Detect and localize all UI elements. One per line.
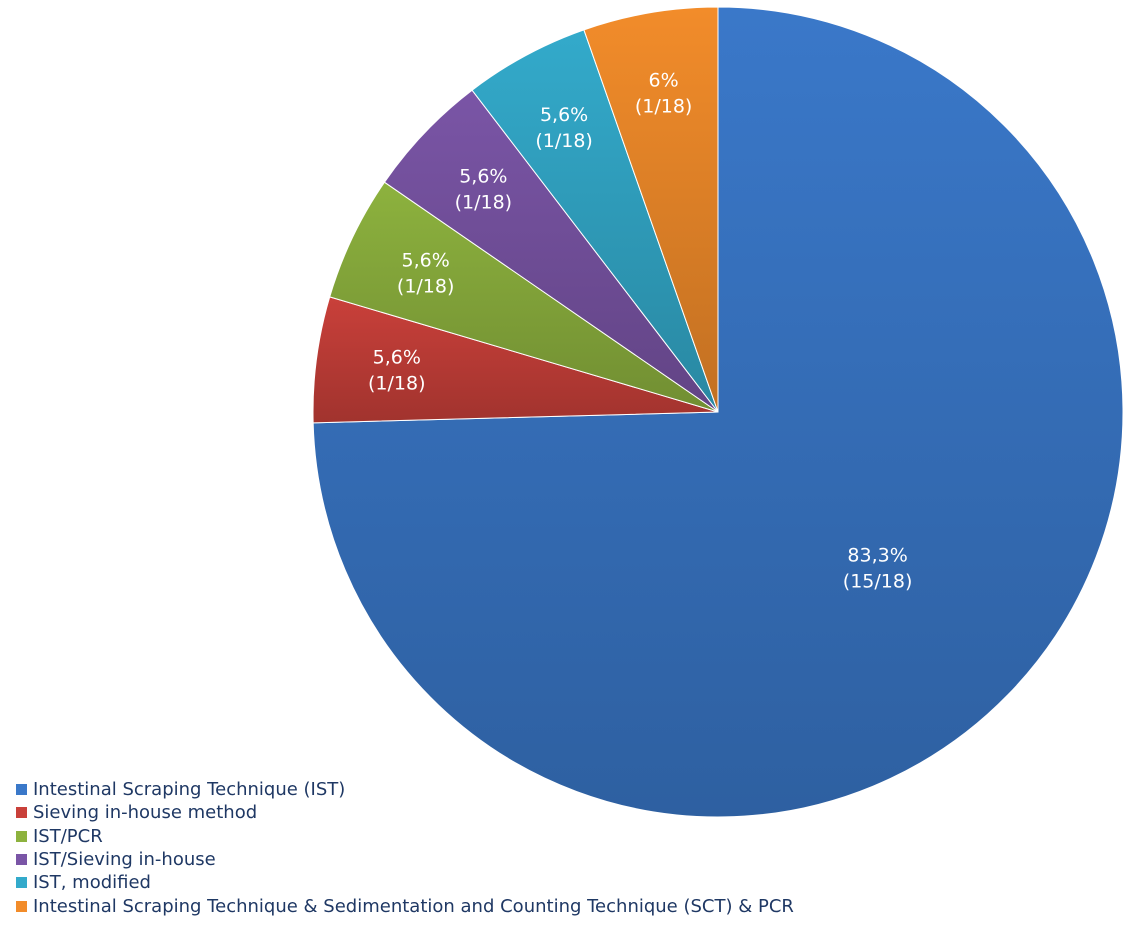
legend-item: IST/Sieving in-house <box>16 848 794 871</box>
slice-label-ist-pcr: 5,6% (1/18) <box>397 249 455 297</box>
slice-label-ist-sieving-in-house: 5,6% (1/18) <box>455 166 513 214</box>
legend-label: IST, modified <box>33 872 151 894</box>
legend-swatch <box>16 877 27 889</box>
legend-label: Intestinal Scraping Technique & Sediment… <box>33 895 794 917</box>
slice-label-ist-modified: 5,6% (1/18) <box>535 104 593 152</box>
legend-label: Intestinal Scraping Technique (IST) <box>33 779 346 801</box>
slice-labels: 83,3% (15/18)5,6% (1/18)5,6% (1/18)5,6% (1/1… <box>368 70 912 593</box>
legend-label: Sieving in-house method <box>33 802 258 824</box>
legend-item: IST, modified <box>16 871 794 894</box>
legend-label: IST/Sieving in-house <box>33 849 216 871</box>
legend-item: Sieving in-house method <box>16 801 794 824</box>
slice-label-intestinal-scraping-technique-sedimentation-and-counting-technique-sct-pcr: 6% (1/18) <box>635 70 693 118</box>
legend-item: IST/PCR <box>16 825 794 848</box>
legend-swatch <box>16 830 27 842</box>
legend-item: Intestinal Scraping Technique (IST) <box>16 778 794 801</box>
legend-swatch <box>16 807 27 819</box>
legend-swatch <box>16 854 27 866</box>
pie-slices <box>312 6 1124 818</box>
slice-label-sieving-in-house-method: 5,6% (1/18) <box>368 347 426 395</box>
legend-item: Intestinal Scraping Technique & Sediment… <box>16 894 794 917</box>
pie-slice-intestinal-scraping-technique-sedimentation-and-counting-technique-sct-pcr <box>583 6 719 413</box>
legend: Intestinal Scraping Technique (IST) Sievi… <box>16 778 794 918</box>
slice-label-intestinal-scraping-technique-ist: 83,3% (15/18) <box>843 544 913 592</box>
legend-swatch <box>16 900 27 912</box>
legend-swatch <box>16 784 27 796</box>
legend-label: IST/PCR <box>33 825 103 847</box>
